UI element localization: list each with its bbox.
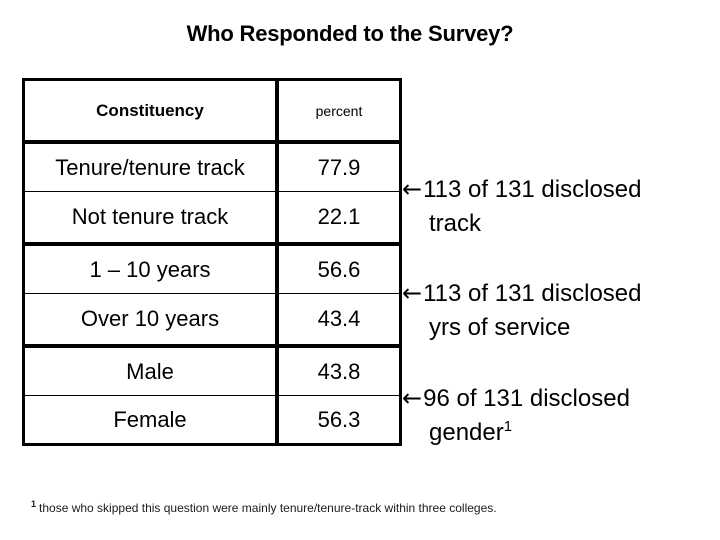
row-label: Tenure/tenure track [23, 142, 279, 192]
survey-table: Constituency percent Tenure/tenure track… [22, 78, 402, 446]
left-arrow-icon: ← [402, 384, 423, 412]
row-label: Over 10 years [23, 293, 279, 348]
row-label: Not tenure track [23, 191, 279, 246]
row-label: 1 – 10 years [23, 244, 279, 294]
table-row-1-10-years: 1 – 10 years 56.6 [23, 244, 401, 294]
annotation-line2: gender1 [402, 416, 630, 450]
annotation-line2: track [429, 210, 482, 237]
table-row-tenure-track: Tenure/tenure track 77.9 [23, 142, 401, 192]
annotation-disclosed-gender: ←96 of 131 disclosed gender1 [402, 381, 630, 450]
annotation-text: 113 of 131 disclosed [423, 280, 642, 307]
footnote: 1 those who skipped this question were ma… [31, 499, 497, 516]
annotation-line1: ←113 of 131 disclosed [402, 276, 642, 311]
table-row-not-tenure-track: Not tenure track 22.1 [23, 191, 401, 246]
footnote-superscript: 1 [31, 499, 37, 509]
annotation-text: gender [429, 419, 504, 446]
header-percent: percent [277, 79, 401, 144]
table-row-female: Female 56.3 [23, 395, 401, 445]
left-arrow-icon: ← [402, 175, 423, 203]
row-label: Female [23, 395, 279, 445]
left-arrow-icon: ← [402, 279, 423, 307]
row-value: 56.3 [317, 406, 361, 432]
annotation-disclosed-years: ←113 of 131 disclosed yrs of service [402, 276, 642, 345]
annotation-line2: yrs of service [429, 314, 571, 341]
row-value: 22.1 [277, 191, 401, 246]
annotation-text: 96 of 131 disclosed [423, 385, 630, 412]
table-header-row: Constituency percent [23, 79, 401, 144]
table-row-male: Male 43.8 [23, 346, 401, 396]
page-title: Who Responded to the Survey? [186, 21, 514, 46]
row-label: Male [23, 346, 279, 396]
annotation-line1: ←96 of 131 disclosed [402, 381, 630, 416]
annotation-text: 113 of 131 disclosed [423, 176, 642, 203]
footnote-marker: 1 [503, 418, 513, 435]
annotation-disclosed-track: ←113 of 131 disclosed track [402, 172, 642, 241]
row-value: 77.9 [277, 142, 401, 192]
footnote-text: those who skipped this question were mai… [39, 501, 497, 515]
table-row-over-10-years: Over 10 years 43.4 [23, 293, 401, 348]
row-value: 56.6 [277, 244, 401, 294]
row-value: 43.8 [277, 346, 401, 396]
row-value: 43.4 [277, 293, 401, 348]
annotation-line1: ←113 of 131 disclosed [402, 172, 642, 207]
header-constituency: Constituency [23, 79, 279, 144]
